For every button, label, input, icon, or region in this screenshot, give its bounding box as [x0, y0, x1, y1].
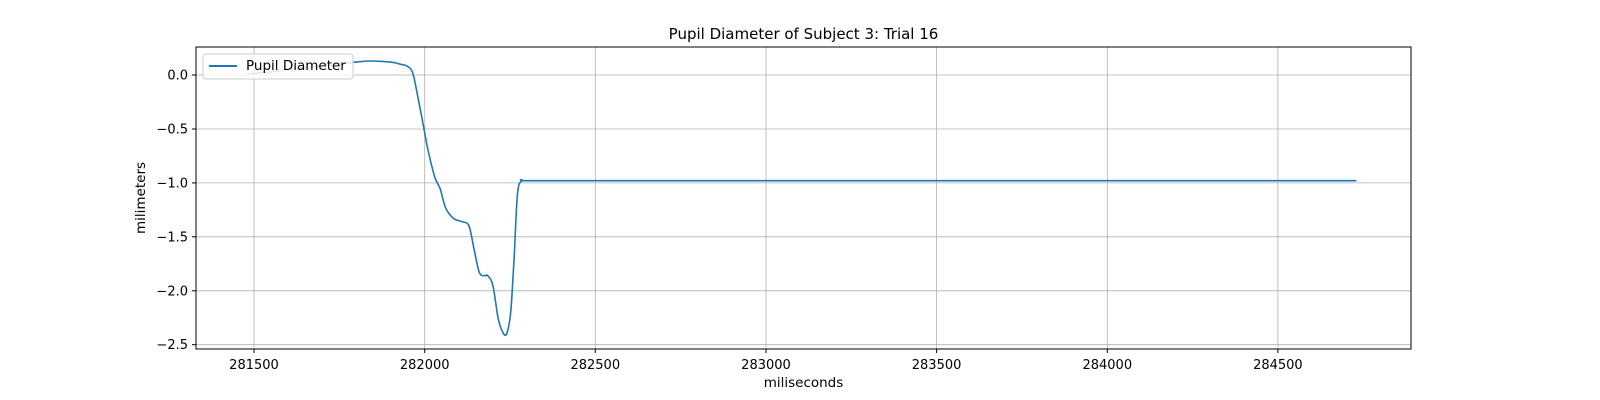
y-axis-label: milimeters — [133, 162, 149, 234]
x-ticks: 281500 282000 282500 283000 283500 284000 2845… — [229, 349, 1303, 373]
series-layer — [247, 60, 1357, 337]
x-tick-label: 284500 — [1253, 358, 1303, 373]
x-tick-label: 283000 — [741, 358, 791, 373]
y-tick-label: −2.5 — [156, 338, 188, 353]
y-ticks: 0.0 −0.5 −1.0 −1.5 −2.0 −2.5 — [156, 69, 196, 353]
x-tick-label: 282000 — [400, 358, 450, 373]
x-tick-label: 282500 — [570, 358, 620, 373]
legend: Pupil Diameter — [202, 53, 354, 80]
legend-label: Pupil Diameter — [246, 58, 346, 74]
series-line-pupil-diameter — [247, 60, 1357, 337]
chart-title: Pupil Diameter of Subject 3: Trial 16 — [669, 25, 939, 43]
grid — [196, 47, 1411, 349]
y-tick-label: 0.0 — [167, 69, 188, 84]
y-tick-label: −1.0 — [156, 176, 188, 191]
x-tick-label: 284000 — [1082, 358, 1132, 373]
legend-box — [202, 53, 354, 80]
x-axis-label: miliseconds — [764, 375, 844, 391]
y-tick-label: −0.5 — [156, 123, 188, 138]
plot-area-frame — [195, 46, 1412, 350]
x-tick-label: 281500 — [229, 358, 279, 373]
y-tick-label: −2.0 — [156, 284, 188, 299]
y-tick-label: −1.5 — [156, 230, 188, 245]
x-tick-label: 283500 — [912, 358, 962, 373]
